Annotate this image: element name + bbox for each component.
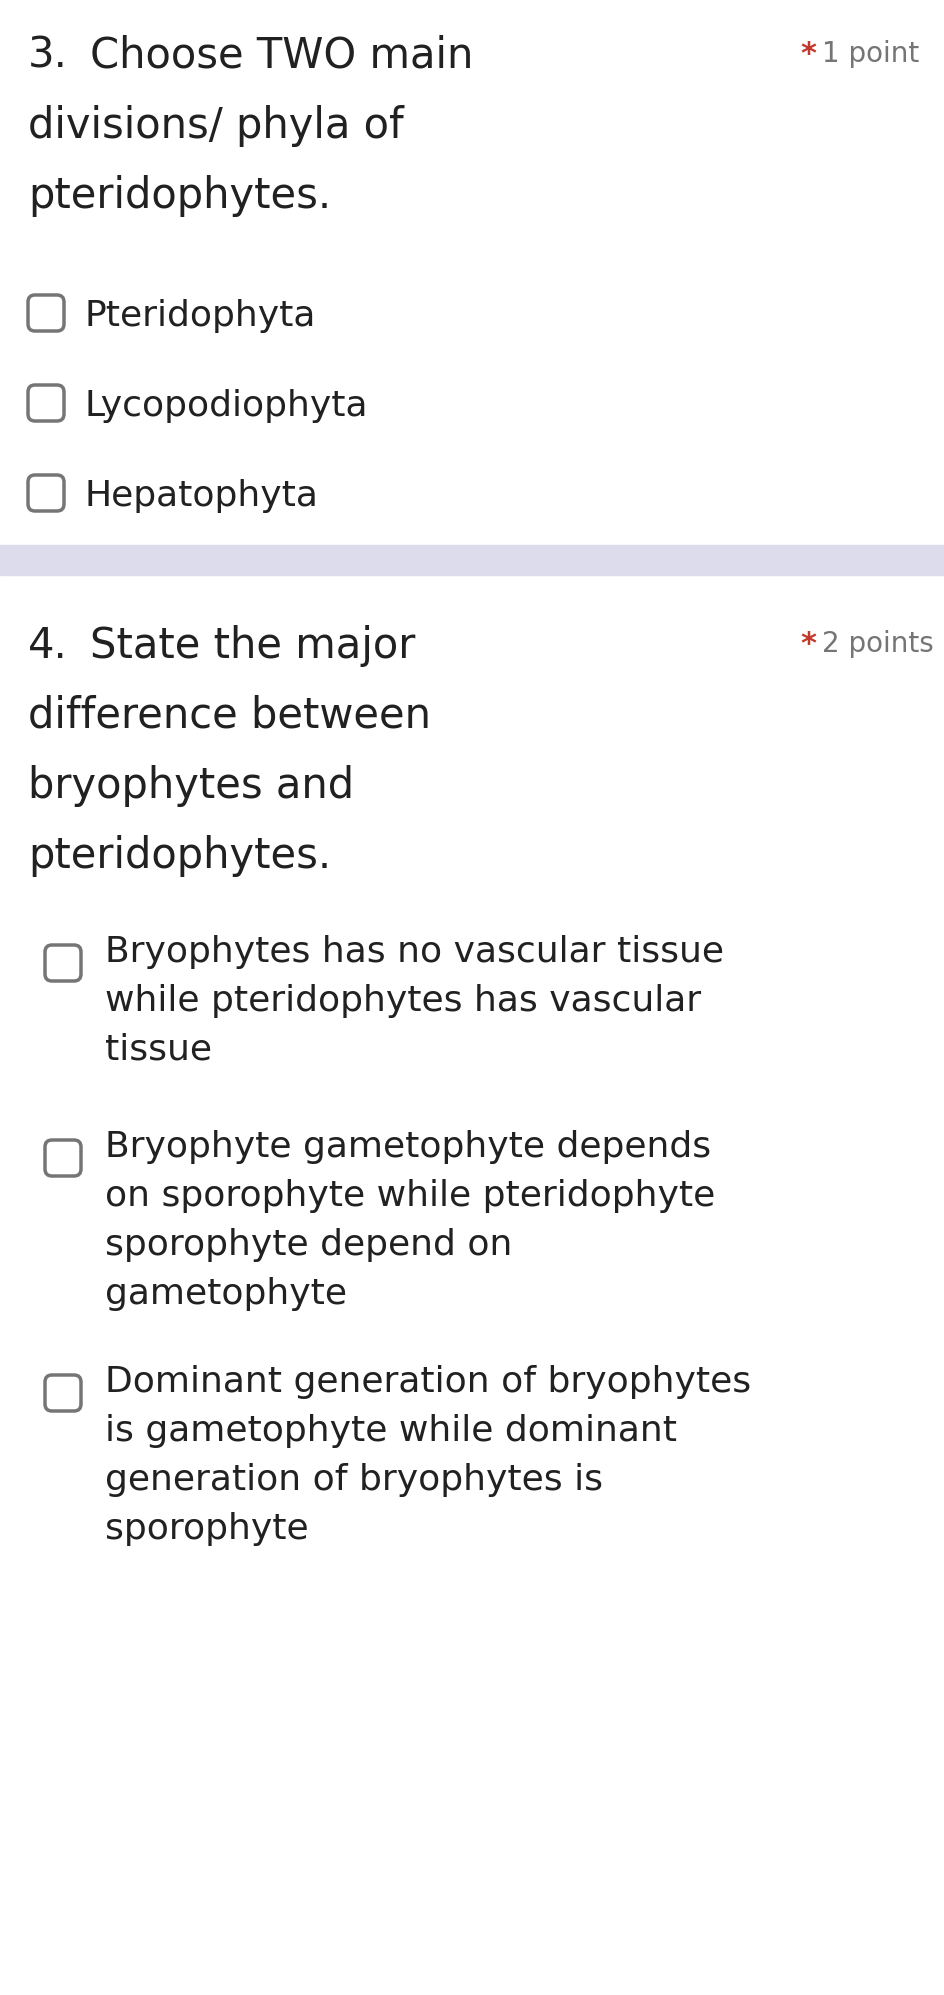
Text: Lycopodiophyta: Lycopodiophyta: [85, 389, 368, 423]
Text: *: *: [800, 40, 816, 70]
Text: bryophytes and: bryophytes and: [28, 764, 354, 808]
FancyBboxPatch shape: [45, 946, 81, 982]
Text: difference between: difference between: [28, 694, 431, 736]
Text: Choose TWO main: Choose TWO main: [90, 36, 473, 78]
Text: Bryophyte gametophyte depends
on sporophyte while pteridophyte
sporophyte depend: Bryophyte gametophyte depends on sporoph…: [105, 1129, 716, 1311]
Text: 4.: 4.: [28, 624, 68, 666]
FancyBboxPatch shape: [45, 1375, 81, 1410]
Text: 2 points: 2 points: [822, 630, 934, 658]
Text: Hepatophyta: Hepatophyta: [85, 479, 319, 513]
Text: State the major: State the major: [90, 624, 415, 666]
Text: Dominant generation of bryophytes
is gametophyte while dominant
generation of br: Dominant generation of bryophytes is gam…: [105, 1365, 751, 1546]
Text: *: *: [800, 630, 816, 658]
Text: 1 point: 1 point: [822, 40, 919, 68]
Text: divisions/ phyla of: divisions/ phyla of: [28, 106, 404, 148]
FancyBboxPatch shape: [28, 475, 64, 511]
Text: 3.: 3.: [28, 36, 68, 78]
Bar: [0, 545, 944, 575]
Text: pteridophytes.: pteridophytes.: [28, 176, 331, 217]
FancyBboxPatch shape: [28, 385, 64, 421]
FancyBboxPatch shape: [45, 1139, 81, 1175]
Text: pteridophytes.: pteridophytes.: [28, 836, 331, 878]
FancyBboxPatch shape: [28, 295, 64, 331]
Text: Bryophytes has no vascular tissue
while pteridophytes has vascular
tissue: Bryophytes has no vascular tissue while …: [105, 936, 724, 1067]
Text: Pteridophyta: Pteridophyta: [85, 299, 316, 333]
